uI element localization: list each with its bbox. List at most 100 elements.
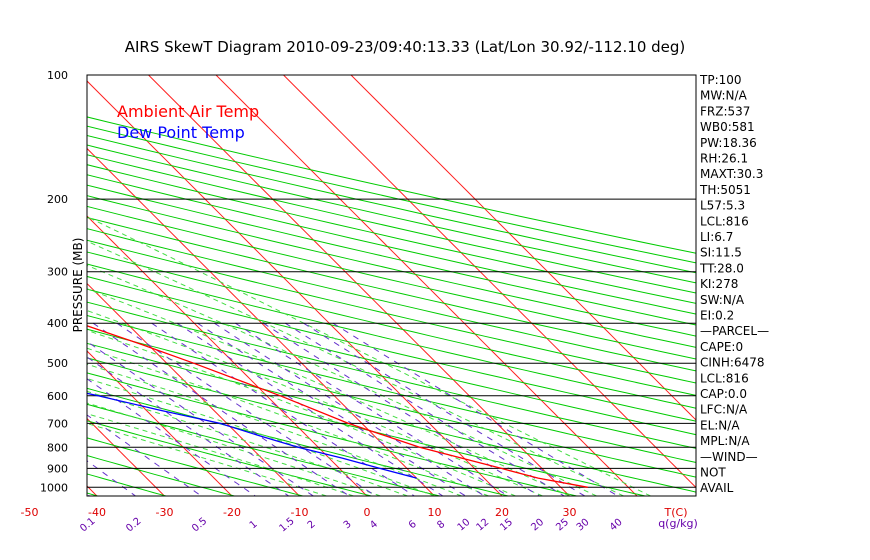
dry-adiabat-line: [87, 288, 696, 436]
moist-adiabat-line: [87, 329, 516, 496]
mixing-ratio-line: [87, 356, 289, 496]
dry-adiabat-line: [87, 134, 696, 274]
stability-index-text: —PARCEL—: [700, 324, 769, 338]
isobar-lines: [87, 198, 696, 488]
legend-ambient-air-temp: Ambient Air Temp: [117, 102, 259, 121]
mixing-ratio-tick-label: 6: [407, 519, 419, 532]
chart-title: AIRS SkewT Diagram 2010-09-23/09:40:13.3…: [125, 38, 686, 56]
stability-index-text: MPL:N/A: [700, 434, 750, 448]
stability-index-text: NOT: [700, 466, 726, 480]
mixing-ratio-line: [116, 322, 376, 496]
plot-frame: [86, 74, 697, 497]
mixing-ratio-tick-label: 10: [456, 517, 473, 534]
pressure-tick-label: 800: [47, 441, 68, 454]
dry-adiabat-line: [87, 251, 696, 396]
isotherm-line: [215, 75, 638, 496]
mixing-ratio-tick-label: 20: [529, 517, 546, 534]
bottom-temp-tick-label: -20: [223, 506, 241, 519]
mixing-ratio-tick-label: 3: [342, 519, 354, 532]
stability-index-text: CINH:6478: [700, 356, 765, 370]
mixing-ratio-tick-label: 0.2: [124, 516, 143, 535]
bottom-temp-tick-label: 30: [563, 506, 577, 519]
mixing-ratio-line: [303, 322, 586, 496]
plot-grid: [0, 75, 696, 498]
stability-index-text: CAP:0.0: [700, 387, 747, 401]
mixing-ratio-line: [151, 322, 415, 496]
dry-adiabat-line: [87, 492, 100, 496]
pressure-tick-label: 600: [47, 390, 68, 403]
legend-dew-point-temp: Dew Point Temp: [117, 123, 245, 142]
moist-adiabat-line: [87, 264, 597, 496]
stability-index-text: MAXT:30.3: [700, 167, 763, 181]
mixing-ratio-line: [87, 493, 90, 496]
stability-index-text: FRZ:537: [700, 104, 750, 118]
dry-adiabat-line: [87, 164, 696, 304]
dry-adiabat-line: [87, 239, 696, 384]
mixing-ratio-line: [87, 414, 202, 496]
moist-adiabat-line: [87, 288, 570, 496]
stability-index-text: LCL:816: [700, 371, 749, 385]
pressure-tick-label: 900: [47, 462, 68, 475]
pressure-tick-label: 400: [47, 317, 68, 330]
mixing-ratio-line: [92, 322, 350, 496]
moist-adiabat-line: [87, 378, 435, 496]
y-axis-label: PRESSURE (MB): [71, 238, 85, 333]
bottom-temp-tick-label: -10: [291, 506, 309, 519]
stability-index-text: EI:0.2: [700, 309, 734, 323]
mixing-ratio-line: [197, 322, 466, 496]
dry-adiabat-line: [87, 216, 696, 360]
mixing-ratio-tick-label: 8: [435, 519, 447, 532]
air-temp-profile-line: [87, 325, 588, 488]
dry-adiabat-line: [87, 228, 696, 372]
moist-adiabat-line: [87, 413, 354, 496]
moist-adiabat-line: [87, 216, 651, 496]
bottom-temp-tick-label: 20: [495, 506, 509, 519]
pressure-tick-label: 100: [47, 69, 68, 82]
stability-index-text: TP:100: [699, 73, 742, 87]
stability-index-text: SW:N/A: [700, 293, 745, 307]
stability-index-text: LCL:816: [700, 214, 749, 228]
stability-index-text: AVAIL: [700, 481, 734, 495]
dry-adiabat-line: [87, 154, 696, 294]
pressure-tick-label: 1000: [40, 481, 68, 494]
pressure-tick-label: 200: [47, 193, 68, 206]
dry-adiabat-line: [87, 263, 696, 409]
stability-index-text: KI:278: [700, 277, 738, 291]
stability-index-text: —WIND—: [700, 450, 758, 464]
stability-index-text: RH:26.1: [700, 152, 748, 166]
dew-point-profile-line: [87, 392, 417, 479]
mixing-ratio-tick-label: 30: [575, 517, 592, 534]
mixing-ratio-tick-label: 40: [608, 517, 625, 534]
pressure-tick-label: 700: [47, 417, 68, 430]
bottom-temp-tick-label: -50: [21, 506, 39, 519]
stability-index-text: PW:18.36: [700, 136, 757, 150]
mixing-ratio-line: [87, 378, 256, 496]
mixing-ratio-tick-label: 1: [248, 519, 260, 532]
mixing-ratio-line: [214, 322, 485, 496]
isotherm-line: [0, 75, 31, 498]
dry-adiabat-line: [87, 174, 696, 315]
mixing-ratio-tick-label: 2: [306, 519, 318, 532]
bottom-temp-tick-label: -40: [88, 506, 106, 519]
stability-index-text: SI:11.5: [700, 246, 742, 260]
temp-unit-label: T(C): [664, 506, 688, 519]
stability-index-text: WB0:581: [700, 120, 755, 134]
stability-index-text: LFC:N/A: [700, 403, 748, 417]
dry-adiabat-line: [87, 144, 696, 284]
moist-adiabat-line: [87, 309, 543, 496]
mixing-ratio-line: [235, 322, 509, 496]
moist-adiabat-line: [87, 363, 462, 496]
stability-index-text: TT:28.0: [699, 261, 744, 275]
stability-index-text: TH:5051: [699, 183, 751, 197]
dry-adiabat-line: [87, 205, 696, 348]
mixing-ratio-tick-label: 15: [498, 517, 515, 534]
mixing-ratio-line: [87, 340, 314, 496]
pressure-tick-label: 500: [47, 357, 68, 370]
profile-lines: [87, 325, 588, 488]
isotherm-line: [283, 75, 696, 489]
mixing-ratio-tick-label: 0.5: [190, 516, 209, 535]
stability-index-text: MW:N/A: [700, 89, 748, 103]
bottom-temp-tick-label: 0: [364, 506, 371, 519]
mixing-ratio-line: [263, 322, 540, 496]
stability-index-text: L57:5.3: [700, 199, 745, 213]
